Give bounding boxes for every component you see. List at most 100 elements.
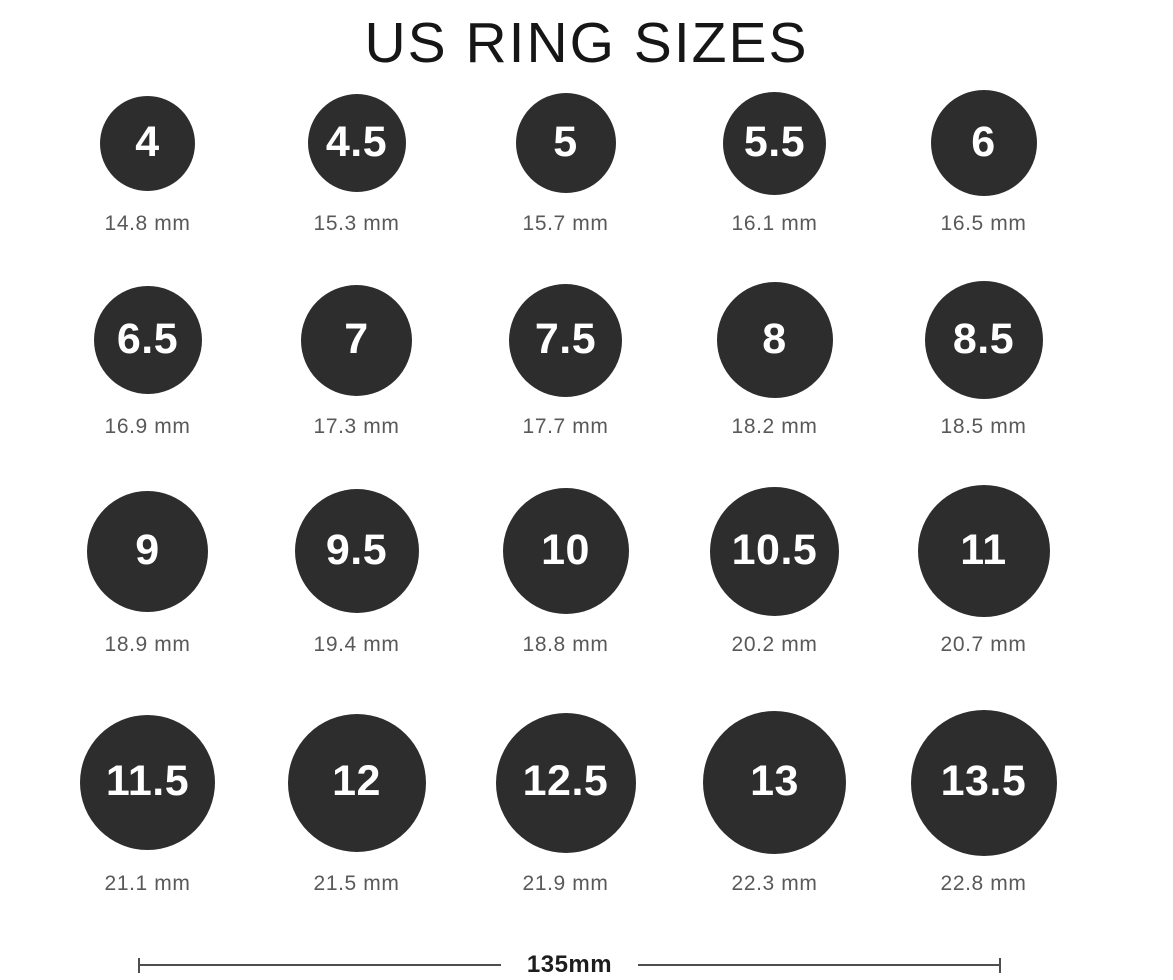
scale-label: 135mm [526, 951, 613, 978]
ring-size-cell: 6.5 16.9 mm [43, 281, 252, 439]
ring-circle: 13 [703, 711, 846, 855]
ring-size-cell: 4.5 15.3 mm [252, 90, 461, 236]
ring-circle-box: 13 [703, 710, 846, 856]
ring-circle: 5 [515, 93, 616, 193]
ring-diameter-label: 18.8 mm [522, 633, 609, 657]
ring-circle: 8 [716, 282, 833, 399]
ring-size-number: 10 [541, 525, 590, 574]
ring-row: 6.5 16.9 mm 7 17.3 mm 7.5 17.7 mm 8 18.2 mm 8.5 1… [43, 281, 1088, 439]
ring-circle-box: 8 [716, 281, 833, 399]
scale-right-tick-icon [999, 957, 1002, 973]
ring-size-cell: 6 16.5 mm [879, 90, 1088, 236]
ring-size-cell: 7.5 17.7 mm [461, 281, 670, 439]
ring-circle-box: 11 [917, 485, 1050, 618]
ring-size-cell: 12.5 21.9 mm [461, 710, 670, 896]
ring-grid: 4 14.8 mm 4.5 15.3 mm 5 15.7 mm 5.5 16.1 mm 6 16.… [43, 90, 1088, 896]
scale-line-left [140, 964, 501, 966]
ring-size-cell: 9 18.9 mm [43, 485, 252, 657]
ring-circle-box: 11.5 [80, 710, 215, 856]
ring-diameter-label: 14.8 mm [104, 212, 191, 235]
ring-size-number: 13 [750, 757, 799, 806]
ring-diameter-label: 20.7 mm [940, 633, 1027, 657]
ring-circle: 4 [100, 95, 195, 191]
ring-size-cell: 13 22.3 mm [670, 710, 879, 896]
ring-circle: 9 [87, 490, 208, 612]
ring-diameter-label: 20.2 mm [731, 633, 818, 657]
ring-size-cell: 7 17.3 mm [252, 281, 461, 439]
ring-size-cell: 4 14.8 mm [43, 90, 252, 236]
ring-circle-box: 5.5 [723, 90, 826, 196]
ring-size-number: 8 [762, 314, 787, 363]
ring-diameter-label: 19.4 mm [313, 633, 400, 657]
ring-circle: 10.5 [710, 486, 839, 616]
ring-diameter-label: 16.9 mm [104, 415, 191, 439]
ring-circle: 6 [930, 90, 1037, 196]
ring-size-cell: 10 18.8 mm [461, 485, 670, 657]
ring-circle: 5.5 [723, 91, 826, 195]
ring-diameter-label: 16.5 mm [940, 212, 1027, 235]
scale-bar: 135mm [138, 951, 1002, 979]
ring-size-number: 6.5 [116, 314, 179, 363]
ring-circle-box: 12.5 [495, 710, 636, 856]
ring-size-number: 6 [971, 117, 996, 166]
ring-circle-box: 9 [87, 485, 208, 617]
ring-circle-box: 12 [287, 710, 426, 856]
ring-diameter-label: 15.7 mm [522, 212, 609, 235]
ring-circle: 11.5 [80, 715, 215, 851]
ring-size-cell: 12 21.5 mm [252, 710, 461, 896]
ring-size-cell: 8.5 18.5 mm [879, 281, 1088, 439]
ring-circle: 13.5 [910, 709, 1057, 856]
ring-circle: 6.5 [93, 286, 202, 395]
ring-circle-box: 7 [301, 281, 412, 399]
ring-size-number: 13.5 [940, 757, 1027, 806]
ring-row: 4 14.8 mm 4.5 15.3 mm 5 15.7 mm 5.5 16.1 mm 6 16.… [43, 90, 1088, 236]
ring-size-cell: 11.5 21.1 mm [43, 710, 252, 896]
ring-diameter-label: 18.5 mm [940, 415, 1027, 439]
ring-diameter-label: 22.8 mm [940, 871, 1027, 895]
ring-size-number: 4.5 [325, 117, 388, 166]
ring-size-cell: 9.5 19.4 mm [252, 485, 461, 657]
ring-circle-box: 4.5 [307, 90, 406, 196]
ring-size-number: 5 [553, 117, 578, 166]
ring-size-cell: 8 18.2 mm [670, 281, 879, 439]
ring-size-number: 12 [332, 757, 381, 806]
ring-diameter-label: 17.7 mm [522, 415, 609, 439]
ring-size-number: 5.5 [743, 117, 806, 166]
ring-size-number: 10.5 [731, 525, 818, 574]
ring-circle: 7 [301, 284, 412, 396]
ring-size-number: 11.5 [105, 757, 190, 806]
ring-diameter-label: 21.1 mm [104, 871, 191, 895]
ring-size-number: 9.5 [325, 525, 388, 574]
ring-size-number: 11 [960, 525, 1007, 574]
ring-diameter-label: 16.1 mm [731, 212, 818, 235]
ring-diameter-label: 21.9 mm [522, 871, 609, 895]
ring-size-number: 7.5 [534, 314, 597, 363]
ring-circle: 7.5 [509, 283, 622, 397]
ring-circle: 8.5 [924, 281, 1043, 400]
ring-size-number: 7 [344, 314, 369, 363]
page-title: US RING SIZES [364, 11, 809, 75]
ring-size-number: 8.5 [952, 314, 1015, 363]
ring-circle: 10 [502, 488, 629, 615]
ring-circle-box: 10 [502, 485, 629, 617]
ring-size-cell: 11 20.7 mm [879, 485, 1088, 657]
ring-size-number: 4 [135, 117, 160, 166]
ring-diameter-label: 22.3 mm [731, 871, 818, 895]
ring-circle-box: 8.5 [924, 281, 1043, 400]
ring-size-cell: 5.5 16.1 mm [670, 90, 879, 236]
ring-size-cell: 10.5 20.2 mm [670, 485, 879, 657]
ring-size-number: 9 [135, 525, 160, 574]
scale-left-tick-icon [138, 957, 140, 973]
ring-diameter-label: 18.2 mm [731, 415, 818, 439]
ring-circle: 4.5 [307, 94, 406, 192]
ring-circle-box: 6 [930, 90, 1037, 196]
ring-circle-box: 7.5 [509, 281, 622, 399]
ring-size-cell: 13.5 22.8 mm [879, 709, 1088, 896]
ring-size-cell: 5 15.7 mm [461, 90, 670, 236]
ring-circle: 9.5 [294, 489, 419, 614]
ring-diameter-label: 15.3 mm [313, 212, 400, 235]
ring-circle-box: 13.5 [910, 709, 1057, 856]
scale-line-right [638, 964, 1000, 966]
ring-circle-box: 9.5 [294, 485, 419, 617]
